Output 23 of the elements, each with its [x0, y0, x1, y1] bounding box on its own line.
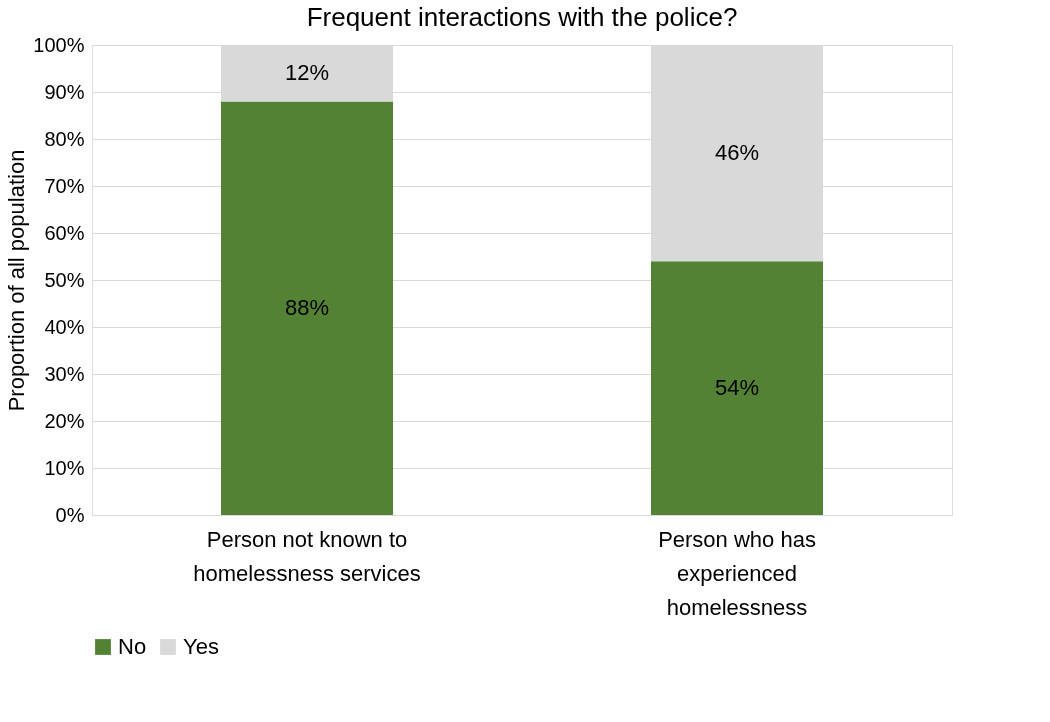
y-tick-label: 70%	[44, 174, 85, 197]
data-label: 88%	[284, 295, 330, 321]
chart-title: Frequent interactions with the police?	[306, 2, 738, 32]
legend-label: No	[118, 634, 147, 659]
y-tick-label: 100%	[33, 33, 85, 56]
y-axis-title: Proportion of all population	[4, 149, 30, 412]
y-tick-label: 0%	[55, 503, 85, 526]
y-tick-label: 20%	[44, 409, 85, 432]
data-label: 12%	[284, 60, 330, 86]
y-tick-label: 10%	[44, 456, 85, 479]
y-tick-label: 60%	[44, 221, 85, 244]
x-tick-label: Person not known to homelessness services	[193, 526, 421, 586]
y-tick-label: 50%	[44, 268, 85, 291]
bar	[221, 101, 393, 515]
data-label: 46%	[714, 140, 760, 166]
y-tick-label: 30%	[44, 362, 85, 385]
y-tick-label: 40%	[44, 315, 85, 338]
y-tick-label: 90%	[44, 80, 85, 103]
y-tick-label: 80%	[44, 127, 85, 150]
bar	[651, 261, 823, 515]
data-label: 54%	[714, 375, 760, 401]
x-tick-label: Person who has experienced homelessness	[658, 526, 816, 620]
legend-label: Yes	[183, 634, 219, 659]
